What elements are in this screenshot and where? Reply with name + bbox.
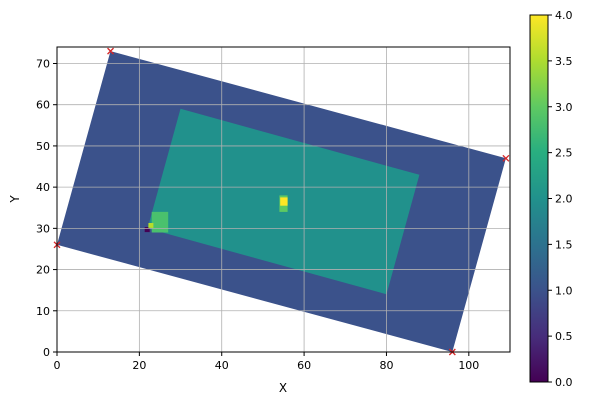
- x-tick-label: 60: [297, 359, 311, 372]
- y-tick-label: 10: [36, 305, 50, 318]
- colorbar-tick-label: 2.0: [555, 193, 573, 206]
- colorbar-tick-label: 2.5: [555, 147, 573, 160]
- y-tick-label: 0: [43, 346, 50, 359]
- x-tick-label: 20: [132, 359, 146, 372]
- x-axis-ticks: 0 20 40 60 80 100: [54, 352, 479, 372]
- heatmap-region-2: [151, 211, 169, 233]
- x-tick-label: 0: [54, 359, 61, 372]
- y-tick-label: 50: [36, 140, 50, 153]
- colorbar-tick-label: 0.0: [555, 376, 573, 389]
- x-axis-label: X: [279, 381, 287, 395]
- y-axis-ticks: 0 10 20 30 40 50 60 70: [36, 57, 57, 359]
- y-tick-label: 70: [36, 57, 50, 70]
- colorbar-tick-label: 1.5: [555, 238, 573, 251]
- heatmap-regions: [57, 51, 506, 352]
- heatmap-region-6: [148, 223, 154, 228]
- colorbar-tick-label: 4.0: [555, 9, 573, 22]
- x-tick-label: 100: [458, 359, 479, 372]
- colorbar-tick-label: 3.5: [555, 55, 573, 68]
- plot-frame: [56, 46, 511, 353]
- y-tick-label: 40: [36, 181, 50, 194]
- colorbar-tick-label: 1.0: [555, 284, 573, 297]
- x-tick-label: 40: [215, 359, 229, 372]
- y-tick-label: 60: [36, 99, 50, 112]
- x-tick-label: 80: [379, 359, 393, 372]
- colorbar-ticks: 0.0 0.5 1.0 1.5 2.0 2.5 3.0 3.5 4.0: [548, 9, 573, 389]
- colorbar-tick-label: 0.5: [555, 330, 573, 343]
- y-axis-label: Y: [8, 195, 22, 204]
- y-tick-label: 20: [36, 264, 50, 277]
- corner-marker: [502, 154, 510, 162]
- colorbar-tick-label: 3.0: [555, 101, 573, 114]
- y-tick-label: 30: [36, 222, 50, 235]
- corner-marker: [107, 47, 114, 55]
- heatmap-region-4: [280, 197, 288, 206]
- colorbar: [529, 14, 549, 383]
